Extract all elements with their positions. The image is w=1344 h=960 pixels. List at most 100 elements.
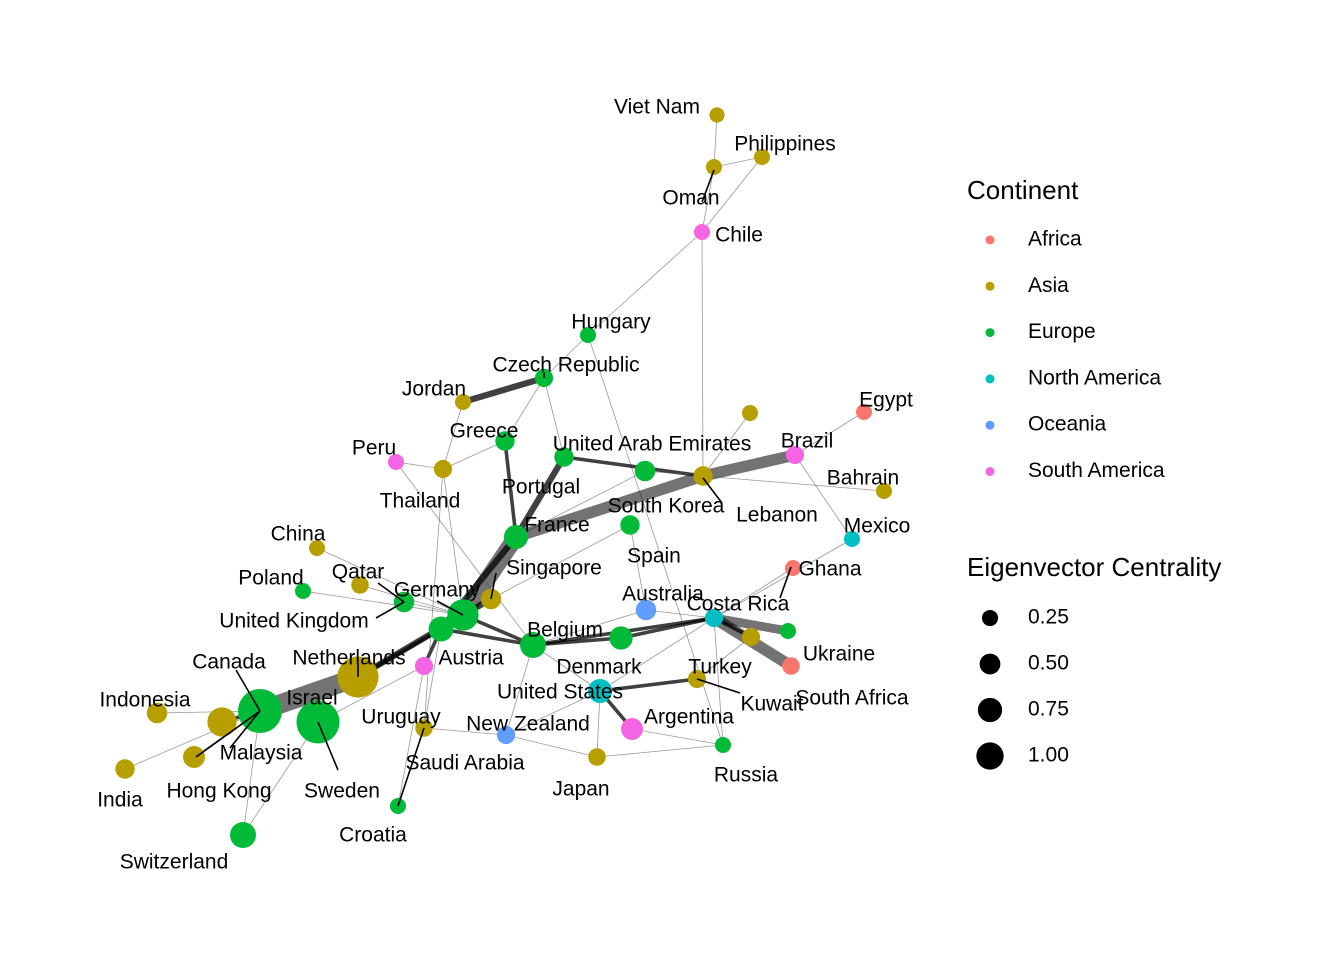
label-sweden: Sweden xyxy=(304,780,380,803)
label-india: India xyxy=(97,789,143,812)
edge-mexico-costa_rica xyxy=(713,538,853,619)
leader-uk xyxy=(375,601,405,619)
node-south_korea xyxy=(634,460,656,482)
label-uae: United Arab Emirates xyxy=(553,433,751,456)
label-indonesia: Indonesia xyxy=(99,689,190,712)
edge-chile-lebanon xyxy=(701,231,704,477)
node-lebanon xyxy=(693,466,713,486)
label-brazil: Brazil xyxy=(781,430,834,453)
edge-uruguay-croatia xyxy=(397,665,425,807)
legend-centrality-items: 0.25 0.50 0.75 1.00 xyxy=(976,606,1069,770)
legend-label-africa: Africa xyxy=(1028,228,1082,251)
edge-japan-new_zealand xyxy=(505,734,598,758)
legend-dot-oceania xyxy=(985,420,995,430)
label-russia: Russia xyxy=(714,764,779,787)
edge-czech-hungary xyxy=(543,334,589,379)
label-uruguay: Uruguay xyxy=(361,706,441,729)
node-kuwait xyxy=(741,627,761,647)
node-switzerland xyxy=(230,822,256,848)
legend-dot-europe xyxy=(985,328,995,338)
edge-jordan-thailand xyxy=(442,401,464,470)
label-austria: Austria xyxy=(438,647,504,670)
edge-us-new_zealand xyxy=(505,690,601,736)
legend-label-oceania: Oceania xyxy=(1028,413,1107,436)
label-philippines: Philippines xyxy=(734,133,836,156)
edge-chile-philippines xyxy=(701,156,763,233)
label-oman: Oman xyxy=(662,187,719,210)
edge-brazil-egypt xyxy=(794,411,865,456)
leader-hong_kong xyxy=(195,710,261,758)
node-japan xyxy=(588,748,606,766)
node-greece xyxy=(495,431,515,451)
edge-costa_rica-australia xyxy=(645,609,715,619)
edge-thailand-saudi_arabia xyxy=(423,468,444,729)
label-mexico: Mexico xyxy=(844,515,911,538)
label-chile: Chile xyxy=(715,224,763,247)
edge-czech-greece xyxy=(504,377,545,442)
legend: Continent Africa Asia Europe North America O… xyxy=(967,175,1221,770)
leader-sweden xyxy=(317,721,339,771)
node-india xyxy=(115,759,135,779)
legend-dot-north-america xyxy=(985,374,995,384)
node-mexico xyxy=(843,530,861,548)
node-chile xyxy=(693,223,711,241)
node-ukraine xyxy=(779,622,797,640)
label-south_korea: South Korea xyxy=(608,495,725,518)
edge-hungary-chile xyxy=(587,231,703,336)
edge-new_zealand-saudi_arabia xyxy=(423,727,507,736)
edge-argentina-russia xyxy=(631,728,724,746)
edge-oman-philippines xyxy=(713,156,763,168)
edge-costa_rica-ghana xyxy=(713,567,794,619)
edge-belgium-new_zealand xyxy=(505,644,534,736)
node-us xyxy=(587,678,613,704)
node-argentina xyxy=(621,718,643,740)
edge-russia-costa_rica xyxy=(713,617,724,746)
leader-singapore xyxy=(490,572,497,600)
node-austria xyxy=(428,616,454,642)
node-new_zealand xyxy=(496,725,516,745)
node-france xyxy=(503,524,529,550)
node-hong_kong xyxy=(183,746,205,768)
label-layer: Viet Nam Philippines Oman Chile Hungary Czech… xyxy=(97,96,913,874)
legend-dot-asia xyxy=(985,281,995,291)
edge-oman-viet_nam xyxy=(713,114,718,168)
node-malaysia xyxy=(207,707,237,737)
legend-label-europe: Europe xyxy=(1028,320,1096,343)
edge-australia-belgium xyxy=(532,609,647,646)
label-thailand: Thailand xyxy=(380,490,461,513)
label-israel: Israel xyxy=(286,687,337,710)
node-egypt xyxy=(855,403,873,421)
edge-costa_rica-denmark xyxy=(620,616,715,640)
legend-size-0.50 xyxy=(979,653,1001,675)
node-china xyxy=(308,539,326,557)
legend-continent-items: Africa Asia Europe North America Oceania Sout… xyxy=(985,228,1165,482)
label-netherlands: Netherlands xyxy=(292,647,405,670)
legend-centrality-title: Eigenvector Centrality xyxy=(967,552,1221,582)
legend-dot-south-america xyxy=(985,467,995,476)
leader-malaysia xyxy=(229,710,261,749)
label-ghana: Ghana xyxy=(798,558,861,581)
legend-size-label-0.75: 0.75 xyxy=(1028,698,1069,721)
label-france: France xyxy=(524,514,589,537)
label-portugal: Portugal xyxy=(502,476,580,499)
legend-label-north-america: North America xyxy=(1028,366,1161,389)
edge-sweden-switzerland xyxy=(242,721,319,836)
label-singapore: Singapore xyxy=(506,557,602,580)
node-australia xyxy=(635,599,657,621)
leader-croatia xyxy=(397,727,425,807)
legend-continent-title: Continent xyxy=(967,175,1079,205)
label-spain: Spain xyxy=(627,545,681,568)
edge-spain-australia xyxy=(629,524,647,611)
label-ukraine: Ukraine xyxy=(803,643,875,666)
label-czech: Czech Republic xyxy=(492,354,639,377)
node-costa_rica xyxy=(704,608,724,628)
node-asia_ne xyxy=(741,404,759,422)
label-kuwait: Kuwait xyxy=(740,693,803,716)
edge-japan-russia xyxy=(596,744,724,758)
label-jordan: Jordan xyxy=(402,378,466,401)
leader-oman xyxy=(701,169,715,203)
legend-label-south-america: South America xyxy=(1028,459,1165,482)
node-south_africa xyxy=(782,657,800,675)
legend-dot-africa xyxy=(985,235,995,245)
edge-france-greece xyxy=(503,440,518,538)
